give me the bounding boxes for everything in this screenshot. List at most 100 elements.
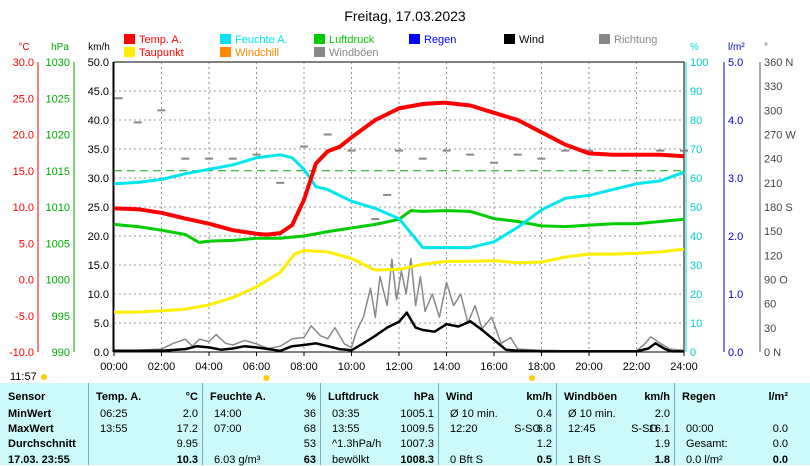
- table-column-divider: [674, 383, 675, 465]
- x-tick-label: 22:00: [623, 361, 651, 373]
- table-cell-value: 0.0: [772, 454, 788, 466]
- table-cell-value: 36: [303, 408, 316, 420]
- table-cell-value: 10.3: [176, 454, 198, 466]
- column-unit: °C: [185, 391, 198, 403]
- direction-point: [490, 161, 498, 164]
- direction-point: [371, 218, 380, 221]
- column-header: Regen: [682, 391, 716, 403]
- direction-point: [276, 181, 285, 184]
- series-line-temp-a-: [113, 100, 685, 237]
- axis-tick-label: 10.0: [13, 202, 34, 214]
- table-column-divider: [556, 383, 557, 465]
- column-header: Luftdruck: [328, 391, 379, 403]
- table-cell-value: 0.0: [772, 438, 788, 450]
- axis-tick-label: 0.0: [728, 347, 743, 359]
- table-cell-value: 6.8: [536, 423, 552, 435]
- axis-tick-label: 2.0: [728, 231, 743, 243]
- axis-unit-label: hPa: [51, 42, 69, 53]
- axis-tick-label: 30.0: [13, 57, 34, 69]
- table-cell-value: 1.2: [536, 438, 552, 450]
- table-cell-value: 1.8: [654, 454, 670, 466]
- direction-point: [656, 149, 665, 152]
- axis-tick-label: 45.0: [88, 86, 109, 98]
- stats-table: Sensor MinWert MaxWert Durchschnitt 17.03. 2…: [0, 383, 810, 466]
- axis-tick-label: 180 S: [764, 202, 793, 214]
- column-unit: %: [306, 391, 316, 403]
- x-tick-label: 02:00: [148, 361, 176, 373]
- direction-point: [585, 149, 593, 152]
- column-unit: km/h: [644, 391, 670, 403]
- table-cell-value: 53: [303, 438, 316, 450]
- axis-tick-label: 90 O: [764, 275, 788, 287]
- row-label: Sensor: [8, 391, 46, 403]
- axis-tick-label: 360 N: [764, 57, 793, 69]
- legend-swatch: [504, 34, 515, 44]
- axis-tick-label: -5.0: [15, 311, 34, 323]
- x-axis: 00:00 02:00 04:00 06:00 08:00 10:00 12:00 14:00…: [100, 352, 698, 373]
- table-cell-value: 1007.3: [400, 438, 434, 450]
- direction-point: [300, 145, 308, 148]
- x-tick-label: 20:00: [575, 361, 603, 373]
- axis-tick-label: 5.0: [19, 238, 34, 250]
- table-cell-note: 12:20: [450, 423, 478, 435]
- legend-label: Windchill: [235, 47, 279, 59]
- table-column-divider: [438, 383, 439, 465]
- table-cell-note: 0.0 l/m²: [686, 454, 723, 466]
- axis-tick-label: 60: [690, 173, 702, 185]
- direction-point: [561, 149, 570, 152]
- x-tick-label: 10:00: [338, 361, 366, 373]
- axis-tick-label: 330: [764, 81, 782, 93]
- axis-unit-label: °C: [18, 42, 29, 53]
- axis-tick-label: 20.0: [88, 231, 109, 243]
- axis-unit-label: l/m²: [728, 42, 745, 53]
- table-cell-value: 1009.5: [400, 423, 434, 435]
- table-cell-value: 2.0: [654, 408, 670, 420]
- axis-tick-label: 40: [690, 231, 702, 243]
- direction-point: [157, 109, 166, 112]
- axis-tick-label: 1020: [46, 130, 70, 142]
- time-marker-label: 11:57: [10, 371, 37, 383]
- axis-tick-label: 150: [764, 226, 782, 238]
- legend-label: Feuchte A.: [235, 34, 288, 46]
- direction-point: [395, 149, 403, 152]
- axis-tick-label: 25.0: [13, 93, 34, 105]
- table-column-divider: [88, 383, 89, 465]
- x-tick-label: 00:00: [100, 361, 128, 373]
- legend-label: Richtung: [614, 34, 657, 46]
- axis-tick-label: 1.0: [728, 289, 743, 301]
- row-label: Durchschnitt: [8, 438, 76, 450]
- table-cell-value: 0.4: [536, 408, 552, 420]
- axis-tick-label: 10.0: [88, 289, 109, 301]
- column-unit: hPa: [413, 391, 434, 403]
- axis-tick-label: 30.0: [88, 173, 109, 185]
- table-cell-note: Ø 10 min.: [568, 408, 616, 420]
- legend-label: Wind: [519, 34, 544, 46]
- x-tick-label: 04:00: [195, 361, 223, 373]
- axis-tick-label: 70: [690, 144, 702, 156]
- axis-tick-label: 240: [764, 154, 782, 166]
- table-cell-value: 1005.1: [400, 408, 434, 420]
- direction-point: [442, 149, 451, 152]
- row-label: 17.03. 23:55: [8, 454, 70, 466]
- legend-swatch: [220, 34, 231, 44]
- table-cell-value: 9.95: [176, 438, 198, 450]
- table-cell-note: 13:55: [100, 423, 128, 435]
- column-header: Windböen: [564, 391, 618, 403]
- legend-label: Taupunkt: [139, 47, 184, 59]
- table-cell-value: 1008.3: [400, 454, 434, 466]
- legend-swatch: [599, 34, 610, 44]
- direction-point: [383, 193, 392, 196]
- legend-swatch: [314, 34, 325, 44]
- axis-tick-label: 0.0: [94, 347, 109, 359]
- series-layer: [113, 97, 688, 353]
- direction-point: [537, 157, 546, 160]
- legend-label: Luftdruck: [329, 34, 375, 46]
- axis-tick-label: 30: [690, 260, 702, 272]
- legend-swatch: [409, 34, 420, 44]
- column-header: Wind: [446, 391, 473, 403]
- axis-tick-label: 15.0: [88, 260, 109, 272]
- direction-point: [680, 149, 688, 152]
- left-axes: °C 30.0 25.0 20.0 15.0 10.0 5.0 0.0 -5.0 -10.0 hPa…: [9, 42, 114, 359]
- axis-tick-label: 995: [52, 311, 70, 323]
- table-cell-value: 68: [303, 423, 316, 435]
